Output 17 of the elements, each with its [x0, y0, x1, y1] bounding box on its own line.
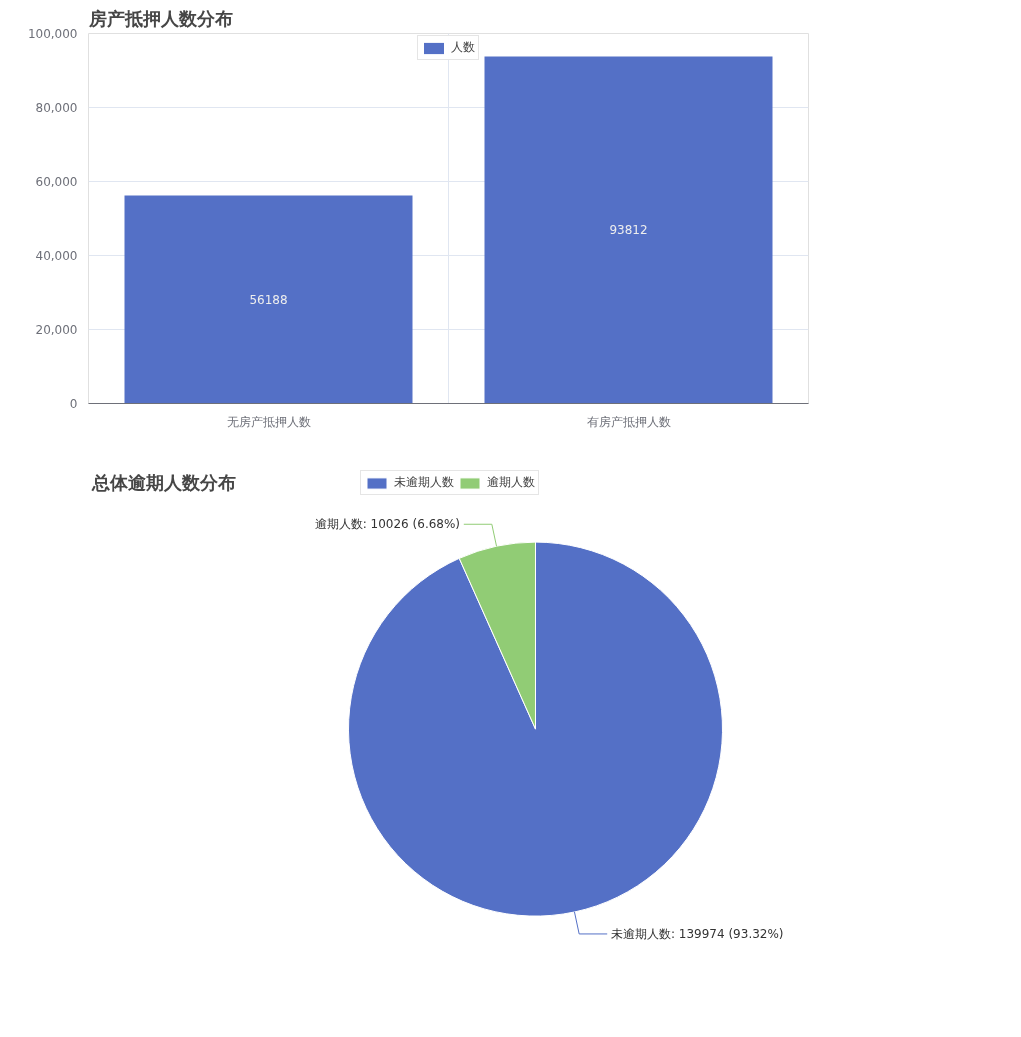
y-tick-label: 60,000 — [35, 175, 78, 189]
data-label: 未逾期人数: 139974 (93.32%) — [610, 926, 784, 941]
y-tick-label: 20,000 — [35, 323, 78, 337]
x-tick-label: 无房产抵押人数 — [226, 414, 311, 429]
legend-label: 逾期人数 — [487, 474, 535, 491]
data-label: 56188 — [249, 293, 288, 308]
legend-label: 人数 — [451, 39, 475, 56]
data-label: 93812 — [609, 223, 648, 238]
y-tick-label: 0 — [69, 397, 78, 411]
data-label: 逾期人数: 10026 (6.68%) — [314, 517, 461, 532]
chart-title: 房产抵押人数分布 — [87, 7, 233, 29]
y-tick-label: 40,000 — [35, 249, 78, 263]
x-tick-label: 有房产抵押人数 — [586, 414, 671, 429]
text: 总体逾期人数分布 — [90, 471, 236, 493]
y-tick-label: 100,000 — [27, 27, 78, 41]
y-tick-label: 80,000 — [35, 101, 78, 115]
legend-label: 未逾期人数 — [394, 474, 454, 491]
